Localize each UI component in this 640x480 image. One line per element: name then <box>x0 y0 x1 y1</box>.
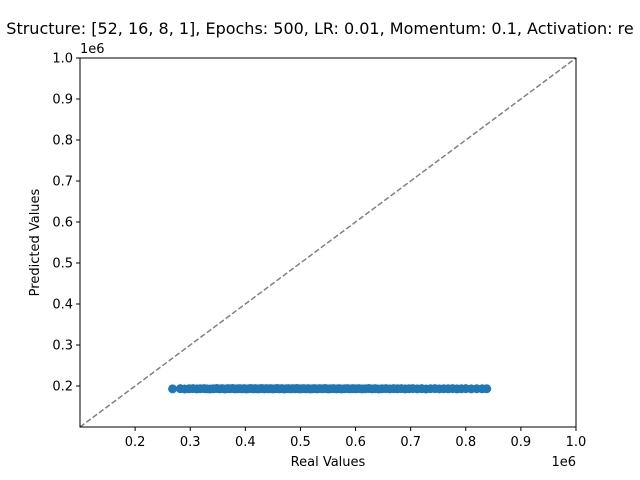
y-tick-label: 0.4 <box>52 298 73 313</box>
y-tick-label: 0.9 <box>52 93 73 108</box>
x-tick-label: 0.7 <box>400 435 421 450</box>
x-axis: 0.2 0.3 0.4 0.5 0.6 0.7 0.8 0.9 1.0 <box>125 427 587 450</box>
x-tick-label: 0.3 <box>180 435 201 450</box>
x-tick-label: 1.0 <box>566 435 587 450</box>
y-axis: 0.2 0.3 0.4 0.5 0.6 0.7 0.8 0.9 1.0 <box>52 52 80 395</box>
x-tick-label: 0.6 <box>345 435 366 450</box>
x-axis-offset-label: 1e6 <box>551 455 576 470</box>
y-tick-label: 0.5 <box>52 257 73 272</box>
plot-frame <box>79 57 577 428</box>
scatter-series <box>168 384 492 394</box>
y-tick-label: 0.2 <box>52 380 73 395</box>
scatter-point <box>168 384 178 394</box>
x-tick-label: 0.2 <box>125 435 146 450</box>
y-axis-offset-label: 1e6 <box>80 42 105 57</box>
y-tick-label: 0.8 <box>52 134 73 149</box>
y-axis-title: Predicted Values <box>28 188 43 296</box>
plot-area <box>80 58 576 427</box>
y-tick-label: 0.6 <box>52 216 73 231</box>
x-tick-label: 0.8 <box>455 435 476 450</box>
x-tick-label: 0.4 <box>235 435 256 450</box>
y-tick-label: 1.0 <box>52 52 73 67</box>
y-tick-label: 0.7 <box>52 175 73 190</box>
y-tick-label: 0.3 <box>52 339 73 354</box>
x-axis-title: Real Values <box>291 455 366 470</box>
scatter-point <box>482 384 492 394</box>
chart-title: Structure: [52, 16, 8, 1], Epochs: 500, … <box>6 19 633 38</box>
identity-reference-line <box>80 58 576 427</box>
x-tick-label: 0.5 <box>290 435 311 450</box>
x-tick-label: 0.9 <box>511 435 532 450</box>
